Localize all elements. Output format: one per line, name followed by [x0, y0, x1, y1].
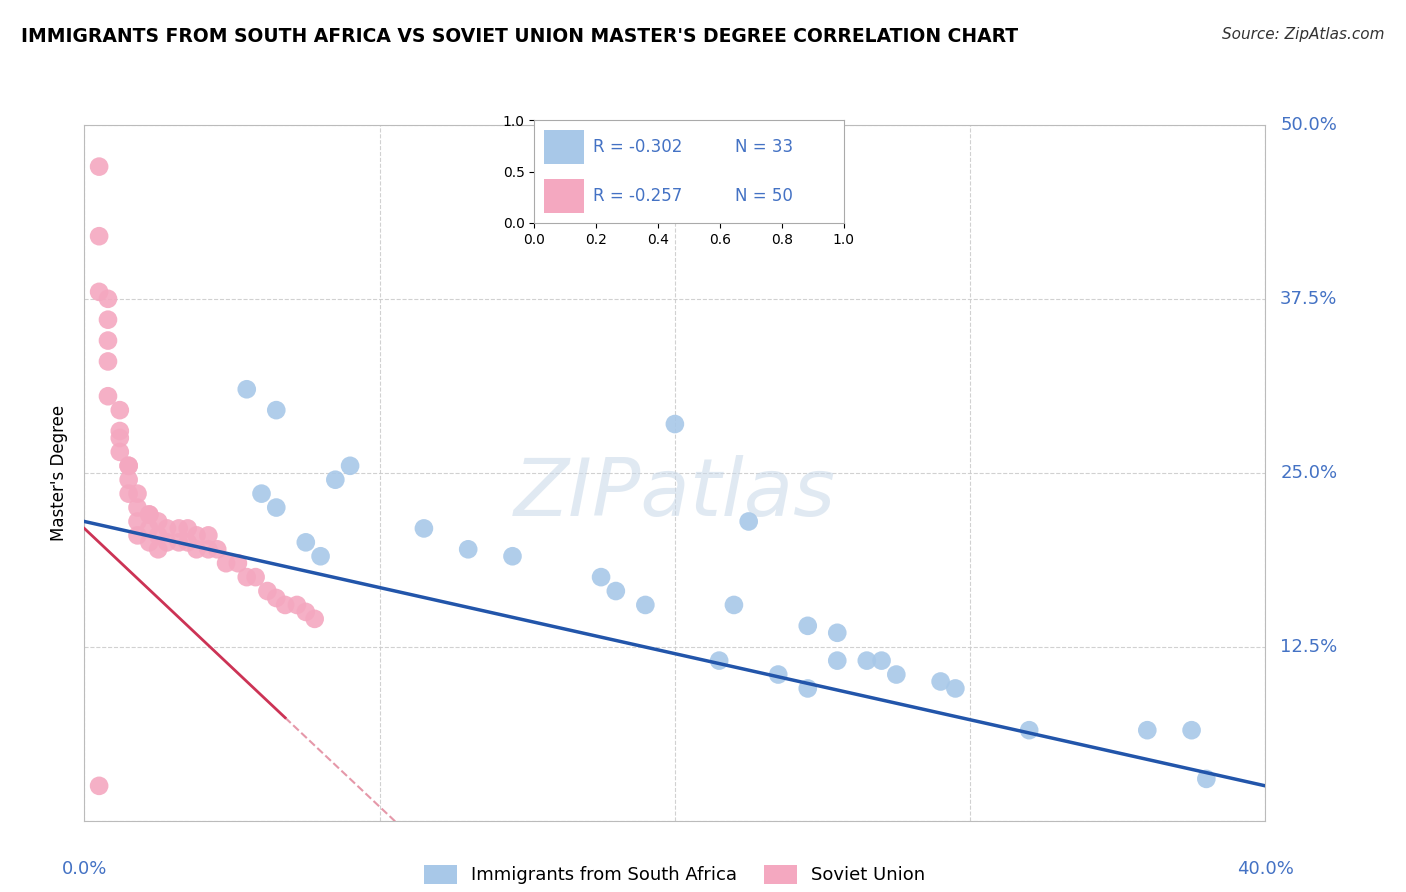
Point: [323, 473, 347, 487]
Point: [138, 535, 160, 549]
Point: [827, 625, 849, 640]
Point: [738, 515, 761, 529]
Text: Source: ZipAtlas.com: Source: ZipAtlas.com: [1222, 27, 1385, 42]
Text: 50.0%: 50.0%: [1281, 116, 1337, 134]
Point: [148, 542, 170, 557]
Point: [118, 458, 141, 473]
Point: [870, 654, 893, 668]
Point: [664, 417, 686, 431]
Point: [304, 612, 326, 626]
Point: [285, 598, 308, 612]
Point: [87, 229, 111, 244]
Point: [87, 285, 111, 299]
Point: [295, 535, 318, 549]
Point: [264, 500, 288, 515]
Point: [886, 667, 908, 681]
Point: [127, 486, 149, 500]
Point: [264, 403, 288, 417]
Point: [796, 619, 818, 633]
Text: 0.0%: 0.0%: [62, 860, 107, 878]
Point: [648, 194, 672, 209]
Point: [87, 160, 111, 174]
Point: [1195, 772, 1218, 786]
Point: [634, 598, 657, 612]
Text: R = -0.302: R = -0.302: [593, 137, 682, 155]
Point: [138, 521, 160, 535]
Point: [413, 521, 436, 535]
Point: [796, 681, 818, 696]
Point: [108, 424, 131, 438]
Point: [148, 528, 170, 542]
Point: [97, 354, 120, 368]
Point: [215, 556, 238, 570]
Point: [186, 542, 208, 557]
Point: [264, 591, 288, 605]
Point: [295, 605, 318, 619]
Point: [591, 570, 613, 584]
Point: [827, 654, 849, 668]
Point: [929, 674, 952, 689]
Point: [945, 681, 967, 696]
Point: [177, 535, 200, 549]
Point: [339, 458, 361, 473]
Point: [148, 515, 170, 529]
Point: [250, 486, 273, 500]
Point: [274, 598, 297, 612]
Point: [1136, 723, 1159, 738]
Text: R = -0.257: R = -0.257: [593, 186, 682, 205]
Point: [167, 535, 190, 549]
Point: [97, 312, 120, 326]
Point: [97, 389, 120, 403]
FancyBboxPatch shape: [544, 129, 583, 163]
Point: [457, 542, 479, 557]
Text: N = 33: N = 33: [735, 137, 793, 155]
Point: [167, 521, 190, 535]
Point: [605, 584, 627, 599]
Text: N = 50: N = 50: [735, 186, 793, 205]
Point: [177, 521, 200, 535]
Point: [855, 654, 877, 668]
Point: [156, 521, 179, 535]
Point: [723, 598, 745, 612]
Point: [226, 556, 249, 570]
Point: [1018, 723, 1040, 738]
Point: [245, 570, 267, 584]
Point: [501, 549, 523, 564]
Point: [138, 508, 160, 522]
Point: [127, 515, 149, 529]
Point: [186, 528, 208, 542]
Point: [118, 486, 141, 500]
Point: [709, 654, 731, 668]
Point: [197, 528, 219, 542]
Point: [127, 500, 149, 515]
Point: [138, 508, 160, 522]
Point: [87, 779, 111, 793]
Point: [205, 542, 228, 557]
Point: [156, 535, 179, 549]
Point: [97, 292, 120, 306]
Point: [235, 382, 259, 396]
Point: [197, 542, 219, 557]
Legend: Immigrants from South Africa, Soviet Union: Immigrants from South Africa, Soviet Uni…: [418, 858, 932, 892]
Text: 25.0%: 25.0%: [1281, 464, 1337, 482]
Text: 37.5%: 37.5%: [1281, 290, 1337, 308]
Point: [97, 334, 120, 348]
Point: [108, 403, 131, 417]
Point: [256, 584, 278, 599]
Point: [108, 445, 131, 459]
Text: IMMIGRANTS FROM SOUTH AFRICA VS SOVIET UNION MASTER'S DEGREE CORRELATION CHART: IMMIGRANTS FROM SOUTH AFRICA VS SOVIET U…: [21, 27, 1018, 45]
Text: 40.0%: 40.0%: [1237, 860, 1294, 878]
Text: 12.5%: 12.5%: [1281, 638, 1337, 656]
Point: [108, 431, 131, 445]
Point: [1180, 723, 1202, 738]
Point: [309, 549, 332, 564]
Text: ZIPatlas: ZIPatlas: [513, 455, 837, 533]
Y-axis label: Master's Degree: Master's Degree: [51, 405, 69, 541]
Point: [235, 570, 259, 584]
Point: [118, 458, 141, 473]
Point: [768, 667, 790, 681]
Point: [118, 473, 141, 487]
FancyBboxPatch shape: [544, 179, 583, 212]
Point: [127, 528, 149, 542]
